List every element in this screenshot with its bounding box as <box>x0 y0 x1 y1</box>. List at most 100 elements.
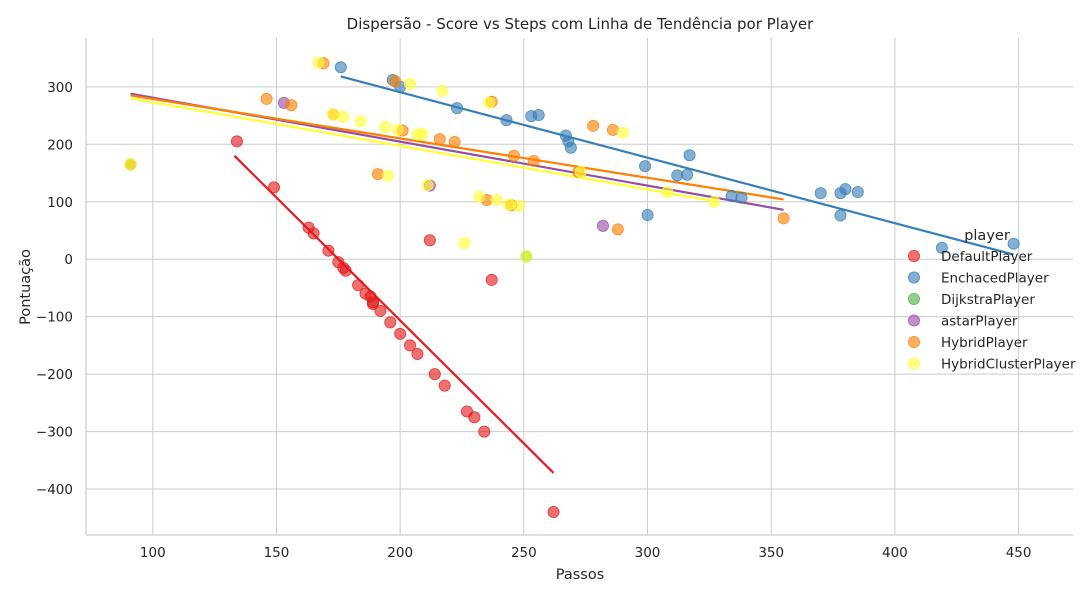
point-hybridclusterplayer <box>312 56 325 69</box>
point-hybridplayer <box>606 123 619 136</box>
point-enchacedplayer <box>834 209 847 222</box>
legend-label-astarplayer: astarPlayer <box>941 314 1018 330</box>
point-hybridclusterplayer <box>124 158 137 171</box>
x-tick-label: 250 <box>511 545 537 561</box>
point-defaultplayer <box>230 135 243 148</box>
legend-label-hybridplayer: HybridPlayer <box>941 335 1028 351</box>
point-defaultplayer <box>485 273 498 286</box>
point-enchacedplayer <box>1007 237 1020 250</box>
point-hybridclusterplayer <box>337 110 350 123</box>
point-hybridplayer <box>389 75 402 88</box>
point-defaultplayer <box>384 316 397 329</box>
x-tick-label: 100 <box>140 545 166 561</box>
x-tick-label: 200 <box>387 545 413 561</box>
point-enchacedplayer <box>671 169 684 182</box>
x-tick-label: 450 <box>1006 545 1032 561</box>
legend-label-defaultplayer: DefaultPlayer <box>941 249 1033 265</box>
point-hybridclusterplayer <box>327 108 340 121</box>
point-hybridclusterplayer <box>379 121 392 134</box>
point-hybridplayer <box>527 154 540 167</box>
legend-marker-dijkstraplayer <box>908 292 921 305</box>
point-defaultplayer <box>339 264 352 277</box>
point-hybridclusterplayer <box>708 195 721 208</box>
data-points <box>124 56 1020 519</box>
point-hybridplayer <box>777 212 790 225</box>
trend-line-enchacedplayer <box>340 75 1014 256</box>
legend-marker-defaultplayer <box>908 249 921 262</box>
y-tick-label: −100 <box>36 310 73 326</box>
grid-lines <box>86 38 1073 535</box>
x-tick-label: 400 <box>882 545 908 561</box>
point-defaultplayer <box>404 339 417 352</box>
point-defaultplayer <box>428 368 441 381</box>
legend-marker-hybridplayer <box>908 335 921 348</box>
point-defaultplayer <box>438 379 451 392</box>
point-hybridclusterplayer <box>520 250 533 263</box>
point-hybridclusterplayer <box>616 126 629 139</box>
point-astarplayer <box>597 219 610 232</box>
y-tick-label: 300 <box>47 80 73 96</box>
point-hybridclusterplayer <box>661 185 674 198</box>
point-defaultplayer <box>374 304 387 317</box>
legend-title: player <box>964 228 1010 244</box>
y-tick-label: −200 <box>36 367 73 383</box>
y-tick-label: −300 <box>36 425 73 441</box>
point-hybridclusterplayer <box>404 77 417 90</box>
point-enchacedplayer <box>935 241 948 254</box>
y-axis-label: Pontuação <box>18 249 34 325</box>
legend-label-enchacedplayer: EnchacedPlayer <box>941 271 1049 287</box>
trend-line-hybridclusterplayer <box>130 97 715 203</box>
point-defaultplayer <box>267 181 280 194</box>
point-hybridclusterplayer <box>391 123 404 136</box>
point-enchacedplayer <box>814 187 827 200</box>
x-tick-label: 350 <box>758 545 784 561</box>
point-hybridplayer <box>611 223 624 236</box>
point-hybridplayer <box>260 92 273 105</box>
point-defaultplayer <box>394 327 407 340</box>
point-enchacedplayer <box>851 185 864 198</box>
point-hybridclusterplayer <box>381 169 394 182</box>
point-hybridclusterplayer <box>458 237 471 250</box>
y-tick-label: 200 <box>47 137 73 153</box>
point-enchacedplayer <box>735 191 748 204</box>
point-enchacedplayer <box>500 114 513 127</box>
point-enchacedplayer <box>334 61 347 74</box>
point-hybridclusterplayer <box>421 179 434 192</box>
point-hybridplayer <box>507 149 520 162</box>
point-hybridclusterplayer <box>502 198 515 211</box>
point-enchacedplayer <box>683 149 696 162</box>
point-hybridclusterplayer <box>490 194 503 207</box>
point-hybridplayer <box>433 133 446 146</box>
point-enchacedplayer <box>839 183 852 196</box>
point-hybridclusterplayer <box>483 96 496 109</box>
y-tick-label: 0 <box>64 252 73 268</box>
trend-lines <box>130 75 1014 474</box>
point-enchacedplayer <box>564 141 577 154</box>
point-enchacedplayer <box>532 108 545 121</box>
y-tick-label: −400 <box>36 482 73 498</box>
x-axis-label: Passos <box>556 567 605 583</box>
point-enchacedplayer <box>641 208 654 221</box>
point-defaultplayer <box>352 279 365 292</box>
point-enchacedplayer <box>451 102 464 115</box>
point-hybridclusterplayer <box>512 199 525 212</box>
point-defaultplayer <box>547 506 560 519</box>
point-hybridplayer <box>371 168 384 181</box>
point-enchacedplayer <box>725 190 738 203</box>
legend-marker-astarplayer <box>908 314 921 327</box>
point-hybridplayer <box>448 135 461 148</box>
legend: player DefaultPlayer EnchacedPlayer Dijkst… <box>908 228 1076 373</box>
x-tick-label: 150 <box>264 545 290 561</box>
chart-title: Dispersão - Score vs Steps com Linha de … <box>347 15 815 33</box>
point-hybridplayer <box>587 119 600 132</box>
legend-marker-hybridclusterplayer <box>908 357 921 370</box>
point-enchacedplayer <box>639 160 652 173</box>
point-defaultplayer <box>366 298 379 311</box>
legend-label-dijkstraplayer: DijkstraPlayer <box>941 292 1035 308</box>
point-enchacedplayer <box>681 168 694 181</box>
point-defaultplayer <box>322 244 335 257</box>
legend-label-hybridclusterplayer: HybridClusterPlayer <box>941 357 1076 373</box>
legend-marker-enchacedplayer <box>908 271 921 284</box>
point-hybridplayer <box>285 99 298 112</box>
